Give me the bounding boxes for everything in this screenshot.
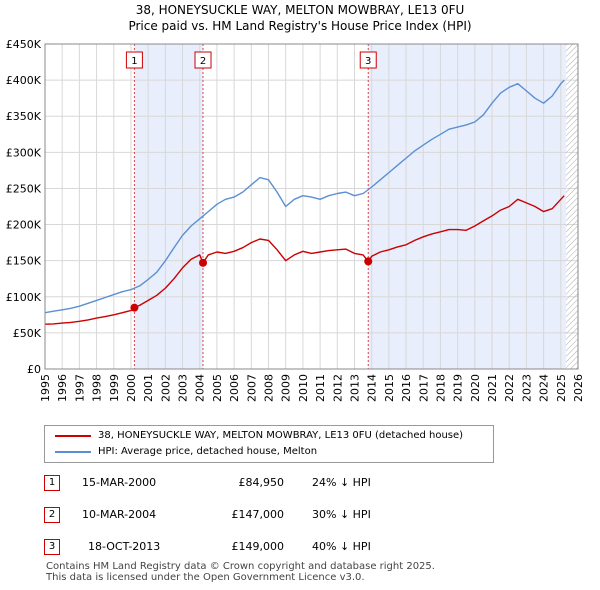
sale-number-badge: 1 bbox=[44, 475, 60, 491]
footer-licence: This data is licensed under the Open Gov… bbox=[46, 572, 365, 583]
x-tick-label: 2025 bbox=[555, 374, 568, 402]
y-tick-label: £250K bbox=[6, 182, 42, 195]
x-tick-label: 2022 bbox=[503, 374, 516, 402]
sale-price: £149,000 bbox=[231, 540, 285, 553]
x-tick-label: 2001 bbox=[142, 374, 155, 402]
y-tick-label: £350K bbox=[6, 110, 42, 123]
footer-copyright: Contains HM Land Registry data © Crown c… bbox=[46, 561, 435, 572]
chart-title-line1: 38, HONEYSUCKLE WAY, MELTON MOWBRAY, LE1… bbox=[135, 3, 465, 17]
legend-line-property bbox=[55, 435, 91, 437]
x-tick-label: 2003 bbox=[177, 374, 190, 402]
x-tick-label: 2005 bbox=[211, 374, 224, 402]
x-tick-label: 1998 bbox=[91, 374, 104, 402]
y-tick-label: £300K bbox=[6, 146, 42, 159]
y-tick-label: £450K bbox=[6, 38, 42, 51]
legend-label-hpi: HPI: Average price, detached house, Melt… bbox=[98, 446, 318, 457]
sale-hpi-diff: 30% ↓ HPI bbox=[312, 508, 371, 521]
sale-hpi-diff: 24% ↓ HPI bbox=[312, 476, 371, 489]
sale-date: 18-OCT-2013 bbox=[88, 540, 161, 553]
future-hatch bbox=[565, 44, 578, 369]
x-tick-label: 2017 bbox=[417, 374, 430, 402]
x-tick-label: 2021 bbox=[486, 374, 499, 402]
sale-price: £84,950 bbox=[238, 476, 285, 489]
x-tick-label: 2026 bbox=[572, 374, 585, 402]
sale-number-badge: 3 bbox=[44, 539, 60, 555]
sale-date: 10-MAR-2004 bbox=[82, 508, 157, 521]
x-tick-label: 1997 bbox=[73, 374, 86, 402]
sale-marker-label: 2 bbox=[200, 56, 206, 67]
hpi-line bbox=[44, 79, 565, 314]
chart-title-line2: Price paid vs. HM Land Registry's House … bbox=[128, 19, 472, 33]
x-tick-label: 2002 bbox=[159, 374, 172, 402]
sale-date: 15-MAR-2000 bbox=[82, 476, 157, 489]
y-tick-label: £50K bbox=[13, 327, 42, 340]
sale-marker-box bbox=[194, 51, 212, 69]
x-tick-label: 2010 bbox=[297, 374, 310, 402]
sale-hpi-diff: 40% ↓ HPI bbox=[312, 540, 371, 553]
sale-point bbox=[199, 258, 208, 267]
x-tick-label: 2006 bbox=[228, 374, 241, 402]
legend-label-property: 38, HONEYSUCKLE WAY, MELTON MOWBRAY, LE1… bbox=[98, 430, 464, 441]
chart-area: 1 2 3 £0 £50K £100K £150K £200K £250K £300K £350K… bbox=[6, 38, 585, 402]
x-tick-label: 2020 bbox=[469, 374, 482, 402]
sale-price: £147,000 bbox=[231, 508, 285, 521]
x-tick-label: 2024 bbox=[538, 374, 551, 402]
x-tick-label: 2012 bbox=[331, 374, 344, 402]
x-tick-label: 1996 bbox=[56, 374, 69, 402]
sale-number-badge: 2 bbox=[44, 507, 60, 523]
y-tick-label: £100K bbox=[6, 291, 42, 304]
shaded-period bbox=[134, 44, 204, 369]
x-tick-label: 2007 bbox=[245, 374, 258, 402]
x-tick-label: 2014 bbox=[366, 374, 379, 402]
sale-marker-box bbox=[359, 51, 377, 69]
x-tick-label: 2000 bbox=[125, 374, 138, 402]
x-tick-label: 2018 bbox=[434, 374, 447, 402]
legend-line-hpi bbox=[55, 451, 91, 453]
sale-marker-label: 3 bbox=[365, 56, 371, 67]
shaded-period bbox=[368, 44, 566, 369]
x-tick-label: 2016 bbox=[400, 374, 413, 402]
sale-point bbox=[130, 303, 139, 312]
x-tick-label: 2013 bbox=[348, 374, 361, 402]
x-tick-label: 2004 bbox=[194, 374, 207, 402]
sale-marker-box bbox=[125, 51, 143, 69]
sale-marker-label: 1 bbox=[131, 56, 137, 67]
x-tick-label: 1995 bbox=[39, 374, 52, 402]
x-tick-label: 1999 bbox=[108, 374, 121, 402]
y-tick-label: £400K bbox=[6, 74, 42, 87]
plot-frame bbox=[44, 43, 579, 370]
y-tick-label: £0 bbox=[27, 363, 41, 376]
y-tick-label: £150K bbox=[6, 255, 42, 268]
x-tick-label: 2008 bbox=[263, 374, 276, 402]
x-tick-label: 2019 bbox=[452, 374, 465, 402]
y-tick-label: £200K bbox=[6, 219, 42, 232]
x-tick-label: 2023 bbox=[520, 374, 533, 402]
x-tick-label: 2009 bbox=[280, 374, 293, 402]
chart-legend: 38, HONEYSUCKLE WAY, MELTON MOWBRAY, LE1… bbox=[44, 425, 494, 463]
sale-point bbox=[364, 257, 373, 266]
x-tick-label: 2011 bbox=[314, 374, 327, 402]
x-tick-label: 2015 bbox=[383, 374, 396, 402]
